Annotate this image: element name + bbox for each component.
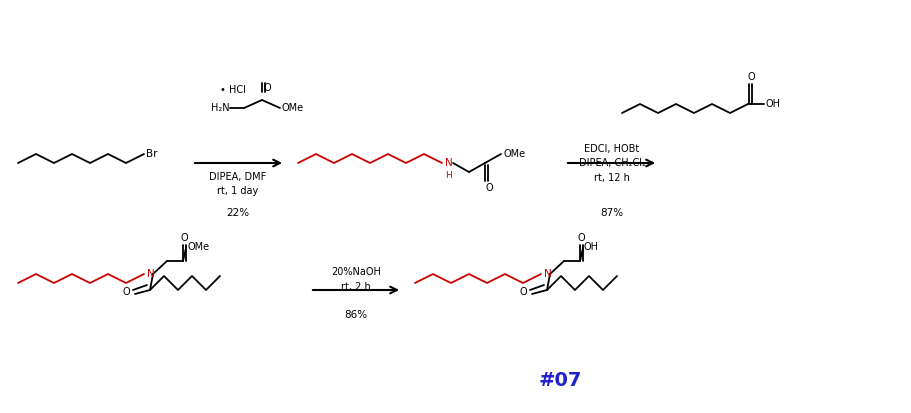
Text: H: H <box>445 171 452 180</box>
Text: N: N <box>544 269 552 279</box>
Text: N: N <box>445 158 453 168</box>
Text: O: O <box>519 287 527 297</box>
Text: H₂N: H₂N <box>211 103 230 113</box>
Text: DIPEA, DMF: DIPEA, DMF <box>210 172 267 182</box>
Text: O: O <box>578 233 585 243</box>
Text: O: O <box>264 83 271 93</box>
Text: O: O <box>747 72 755 82</box>
Text: OMe: OMe <box>503 149 525 159</box>
Text: OH: OH <box>765 99 780 109</box>
Text: O: O <box>486 183 494 193</box>
Text: O: O <box>122 287 130 297</box>
Text: rt, 2 h: rt, 2 h <box>341 282 371 292</box>
Text: rt, 1 day: rt, 1 day <box>218 186 259 196</box>
Text: EDCI, HOBt: EDCI, HOBt <box>584 144 640 154</box>
Text: 86%: 86% <box>344 310 367 320</box>
Text: #07: #07 <box>538 370 582 389</box>
Text: 87%: 87% <box>600 208 623 218</box>
Text: rt, 12 h: rt, 12 h <box>594 173 630 183</box>
Text: DIPEA, CH₂Cl₂: DIPEA, CH₂Cl₂ <box>578 158 645 168</box>
Text: OMe: OMe <box>281 103 303 113</box>
Text: OH: OH <box>584 242 599 252</box>
Text: OMe: OMe <box>187 242 210 252</box>
Text: Br: Br <box>146 149 158 159</box>
Text: 22%: 22% <box>227 208 250 218</box>
Text: • HCl: • HCl <box>220 85 246 95</box>
Text: O: O <box>180 233 188 243</box>
Text: 20%NaOH: 20%NaOH <box>331 267 381 277</box>
Text: N: N <box>147 269 155 279</box>
